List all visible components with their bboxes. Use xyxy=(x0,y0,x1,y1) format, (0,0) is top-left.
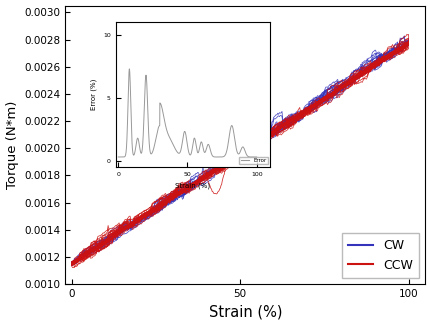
Y-axis label: Torque (N*m): Torque (N*m) xyxy=(6,101,18,189)
Legend: CW, CCW: CW, CCW xyxy=(341,233,418,278)
X-axis label: Strain (%): Strain (%) xyxy=(208,305,281,319)
